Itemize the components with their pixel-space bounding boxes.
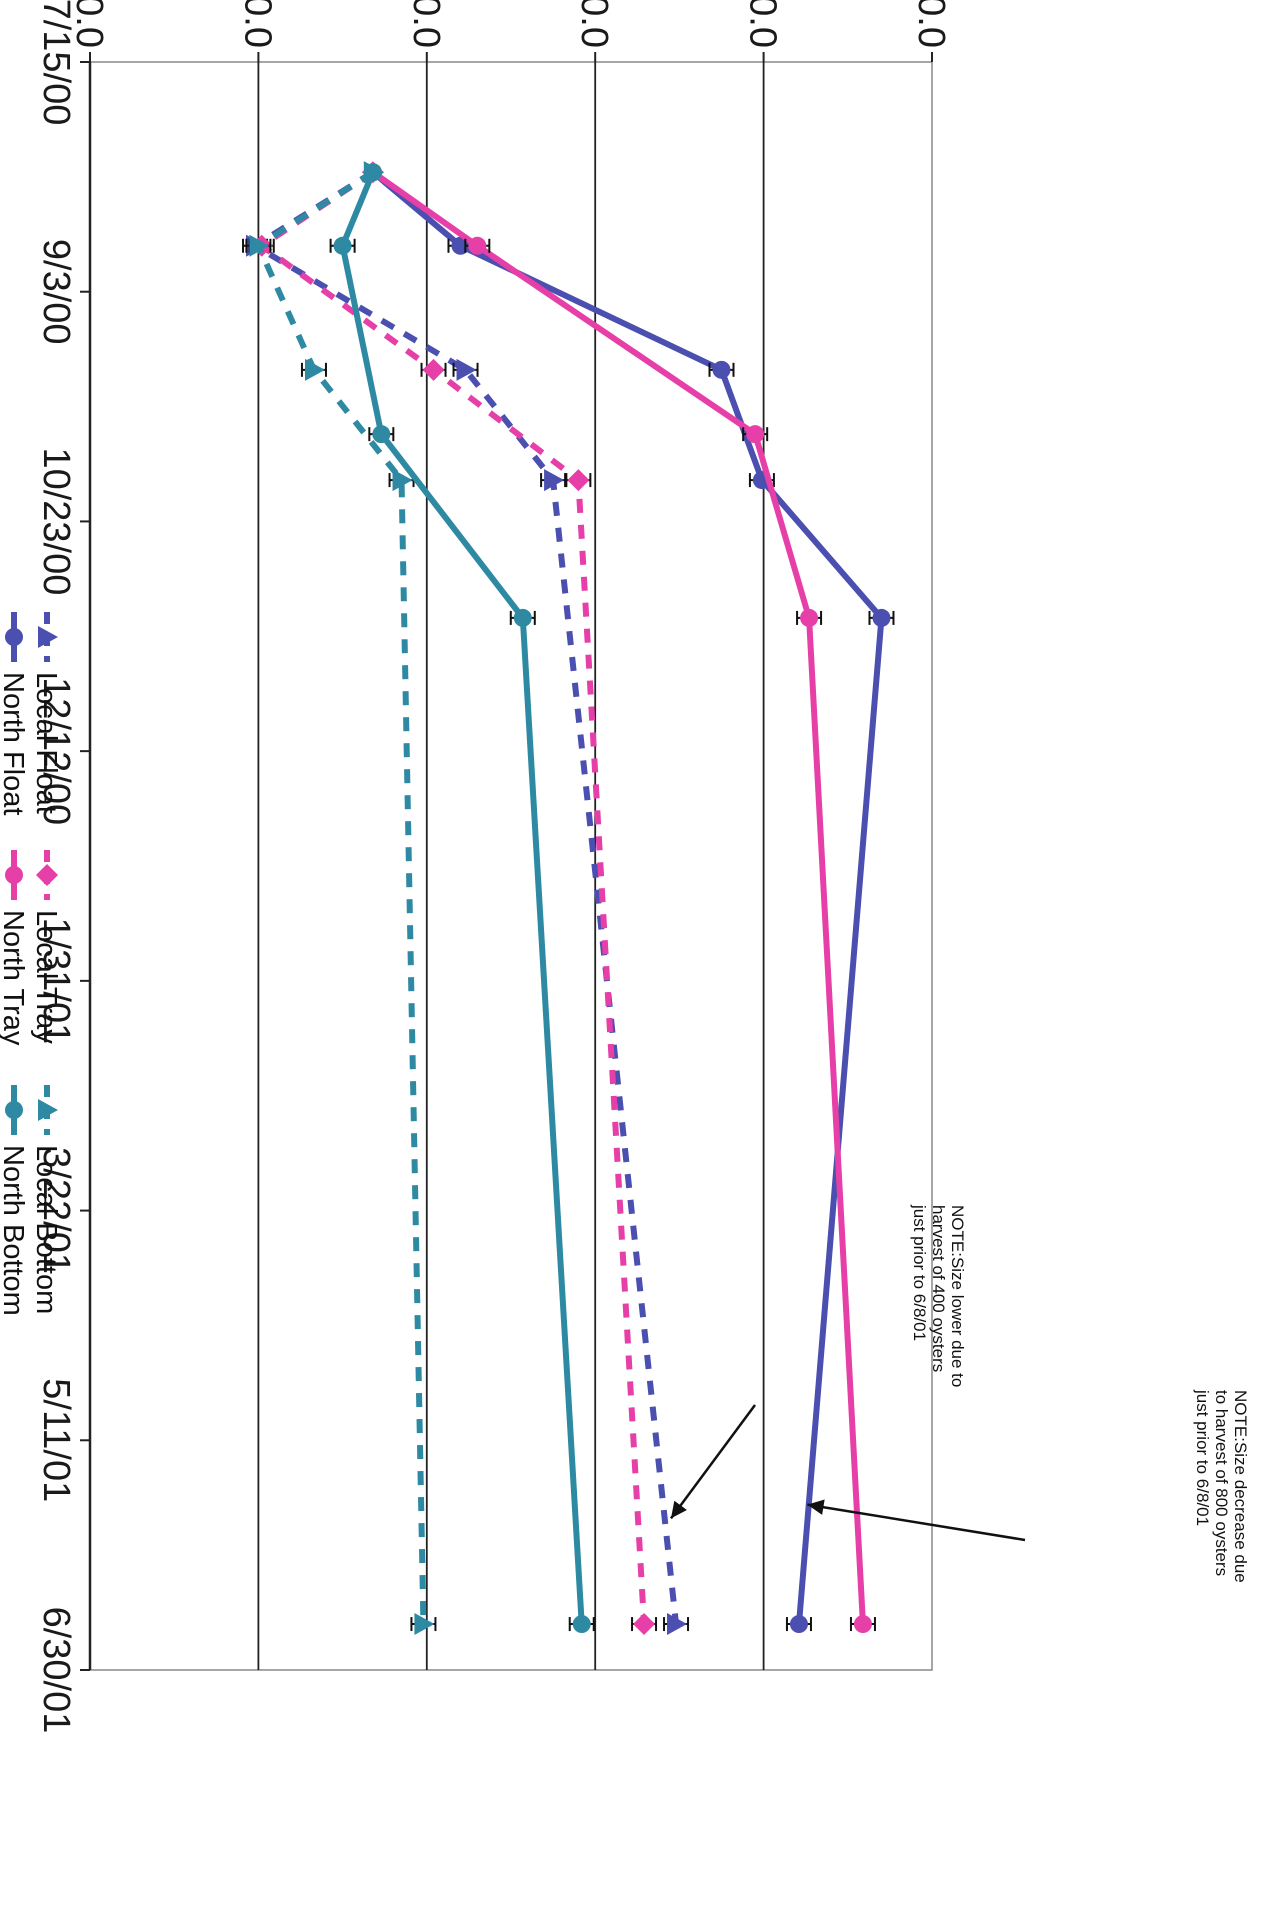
legend-marker-local-bottom bbox=[38, 1099, 58, 1121]
point-north-bottom bbox=[372, 425, 391, 444]
y-tick-label: 30.0 bbox=[68, 0, 110, 48]
point-north-float bbox=[872, 608, 891, 627]
point-local-bottom bbox=[414, 1613, 435, 1636]
legend-label-north-float: North Float bbox=[0, 672, 29, 815]
point-local-tray bbox=[567, 469, 590, 492]
legend-label-north-tray: North Tray bbox=[0, 910, 29, 1046]
series-line-local-bottom bbox=[255, 169, 427, 1625]
point-north-bottom bbox=[513, 608, 532, 627]
legend-marker-local-float bbox=[38, 626, 58, 648]
legend-label-north-bottom: North Bottom bbox=[0, 1145, 29, 1316]
point-local-bottom bbox=[392, 469, 413, 492]
annotation-text: NOTE:Size lower due to bbox=[948, 1205, 967, 1387]
x-axis-title: Date bbox=[0, 812, 7, 920]
y-tick-label: 80.0 bbox=[910, 0, 952, 48]
point-north-tray bbox=[853, 1615, 872, 1634]
legend-marker-north-float bbox=[5, 628, 23, 646]
x-tick-label: 5/11/01 bbox=[35, 1378, 77, 1502]
annotation-text: just prior to 6/8/01 bbox=[1193, 1389, 1212, 1526]
y-tick-label: 40.0 bbox=[236, 0, 278, 48]
y-tick-label: 60.0 bbox=[573, 0, 615, 48]
series-line-local-float bbox=[252, 169, 680, 1625]
legend-label-local-float: Local Float bbox=[30, 672, 62, 814]
point-north-tray bbox=[800, 608, 819, 627]
x-tick-label: 10/23/00 bbox=[35, 447, 77, 595]
point-north-float bbox=[789, 1615, 808, 1634]
y-tick-label: 50.0 bbox=[405, 0, 447, 48]
point-north-float bbox=[712, 360, 731, 379]
legend-label-local-bottom: Local Bottom bbox=[30, 1145, 62, 1314]
annotation-text: harvest of 400 oysters bbox=[929, 1205, 948, 1372]
annotation-arrowhead bbox=[670, 1500, 687, 1519]
annotation-text: just prior to 6/8/01 bbox=[910, 1204, 929, 1341]
x-tick-label: 6/30/01 bbox=[35, 1607, 77, 1734]
plot-frame bbox=[89, 61, 933, 1671]
x-tick-label: 3/22/01 bbox=[35, 1147, 77, 1274]
legend-marker-north-bottom bbox=[5, 1101, 23, 1119]
x-tick-label: 9/3/00 bbox=[35, 239, 77, 345]
x-tick-label: 1/31/01 bbox=[35, 917, 77, 1044]
x-tick-label: 12/12/00 bbox=[35, 677, 77, 825]
point-north-bottom bbox=[333, 236, 352, 255]
series-line-north-bottom bbox=[339, 171, 585, 1625]
x-tick-label: 7/15/00 bbox=[35, 0, 77, 125]
legend-marker-north-tray bbox=[5, 866, 23, 884]
point-local-float bbox=[456, 358, 477, 381]
annotation-arrow bbox=[807, 1503, 1026, 1542]
point-local-bottom bbox=[249, 234, 270, 257]
legend-marker-local-tray bbox=[36, 864, 58, 886]
annotation-text: to harvest of 800 oysters bbox=[1212, 1390, 1231, 1576]
point-local-tray bbox=[422, 358, 445, 381]
legend-label-local-tray: Local Tray bbox=[30, 910, 62, 1044]
series-line-north-float bbox=[370, 169, 885, 1625]
annotation-arrow bbox=[669, 1404, 757, 1520]
point-local-float bbox=[544, 469, 565, 492]
point-north-tray bbox=[746, 425, 765, 444]
series-line-local-tray bbox=[258, 169, 648, 1625]
point-north-bottom bbox=[572, 1615, 591, 1634]
point-local-bottom bbox=[304, 358, 325, 381]
rotated-chart-group: 30.0 40.0 50.0 60.0 70.0 80.0 7/15/00 9/3/00 10/… bbox=[0, 0, 1250, 1733]
annotation-arrowhead bbox=[807, 1499, 825, 1515]
series-line-north-tray bbox=[371, 169, 866, 1625]
point-north-bottom bbox=[363, 163, 382, 182]
point-local-tray bbox=[633, 1613, 656, 1636]
point-local-float bbox=[667, 1613, 688, 1636]
y-tick-label: 70.0 bbox=[742, 0, 784, 48]
annotation-text: NOTE:Size decrease due bbox=[1231, 1390, 1250, 1583]
point-north-tray bbox=[468, 236, 487, 255]
